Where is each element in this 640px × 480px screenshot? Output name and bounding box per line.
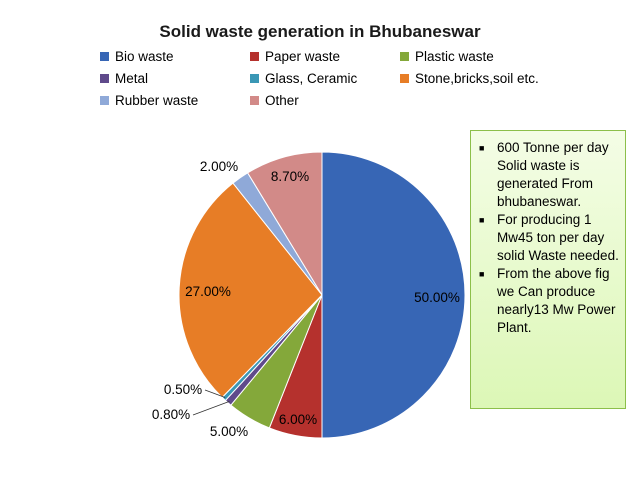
legend-label: Other — [265, 93, 299, 108]
legend-label: Stone,bricks,soil etc. — [415, 71, 539, 86]
slice-value-label: 0.80% — [152, 407, 190, 422]
slice-value-label: 0.50% — [164, 382, 202, 397]
legend-swatch — [100, 96, 109, 105]
legend-item: Other — [250, 93, 400, 108]
legend-swatch — [400, 52, 409, 61]
note-item: ■ 600 Tonne per day Solid waste is genera… — [479, 139, 619, 211]
slice-value-label: 50.00% — [414, 290, 460, 305]
legend-label: Glass, Ceramic — [265, 71, 358, 86]
leader-line — [204, 389, 226, 398]
legend-item: Stone,bricks,soil etc. — [400, 71, 580, 86]
legend-label: Rubber waste — [115, 93, 199, 108]
legend-item: Bio waste — [100, 49, 250, 64]
leader-line — [192, 400, 230, 416]
slice-value-label: 27.00% — [185, 284, 231, 299]
legend-swatch — [250, 52, 259, 61]
note-item: ■ From the above fig we Can produce nearl… — [479, 265, 619, 337]
legend-label: Bio waste — [115, 49, 174, 64]
slice-value-label: 2.00% — [200, 159, 238, 174]
slice-value-label: 5.00% — [210, 424, 248, 439]
slice-value-label: 8.70% — [271, 169, 309, 184]
slice-value-label: 6.00% — [279, 412, 317, 427]
note-text: 600 Tonne per day Solid waste is generat… — [497, 140, 609, 209]
bullet-icon: ■ — [479, 269, 485, 279]
legend-label: Paper waste — [265, 49, 341, 64]
chart-legend: Bio waste Paper waste Plastic waste Metal Gl… — [100, 49, 580, 108]
legend-item: Paper waste — [250, 49, 400, 64]
note-text: For producing 1 Mw45 ton per day solid W… — [497, 212, 619, 263]
chart-title: Solid waste generation in Bhubaneswar — [159, 22, 481, 41]
bullet-icon: ■ — [479, 215, 485, 225]
pie-slice — [321, 151, 466, 439]
legend-label: Metal — [115, 71, 149, 86]
legend-swatch — [100, 52, 109, 61]
legend-item: Metal — [100, 71, 250, 86]
legend-swatch — [100, 74, 109, 83]
legend-swatch — [250, 74, 259, 83]
note-item: ■ For producing 1 Mw45 ton per day solid … — [479, 211, 619, 265]
legend-item: Glass, Ceramic — [250, 71, 400, 86]
note-text: From the above fig we Can produce nearly… — [497, 266, 616, 335]
pie-slice — [246, 151, 323, 297]
legend-item: Rubber waste — [100, 93, 250, 108]
info-note-box: ■ 600 Tonne per day Solid waste is genera… — [470, 130, 626, 409]
legend-swatch — [250, 96, 259, 105]
legend-label: Plastic waste — [415, 49, 494, 64]
legend-item: Plastic waste — [400, 49, 580, 64]
pie-slice — [178, 182, 323, 399]
legend-swatch — [400, 74, 409, 83]
bullet-icon: ■ — [479, 143, 485, 153]
